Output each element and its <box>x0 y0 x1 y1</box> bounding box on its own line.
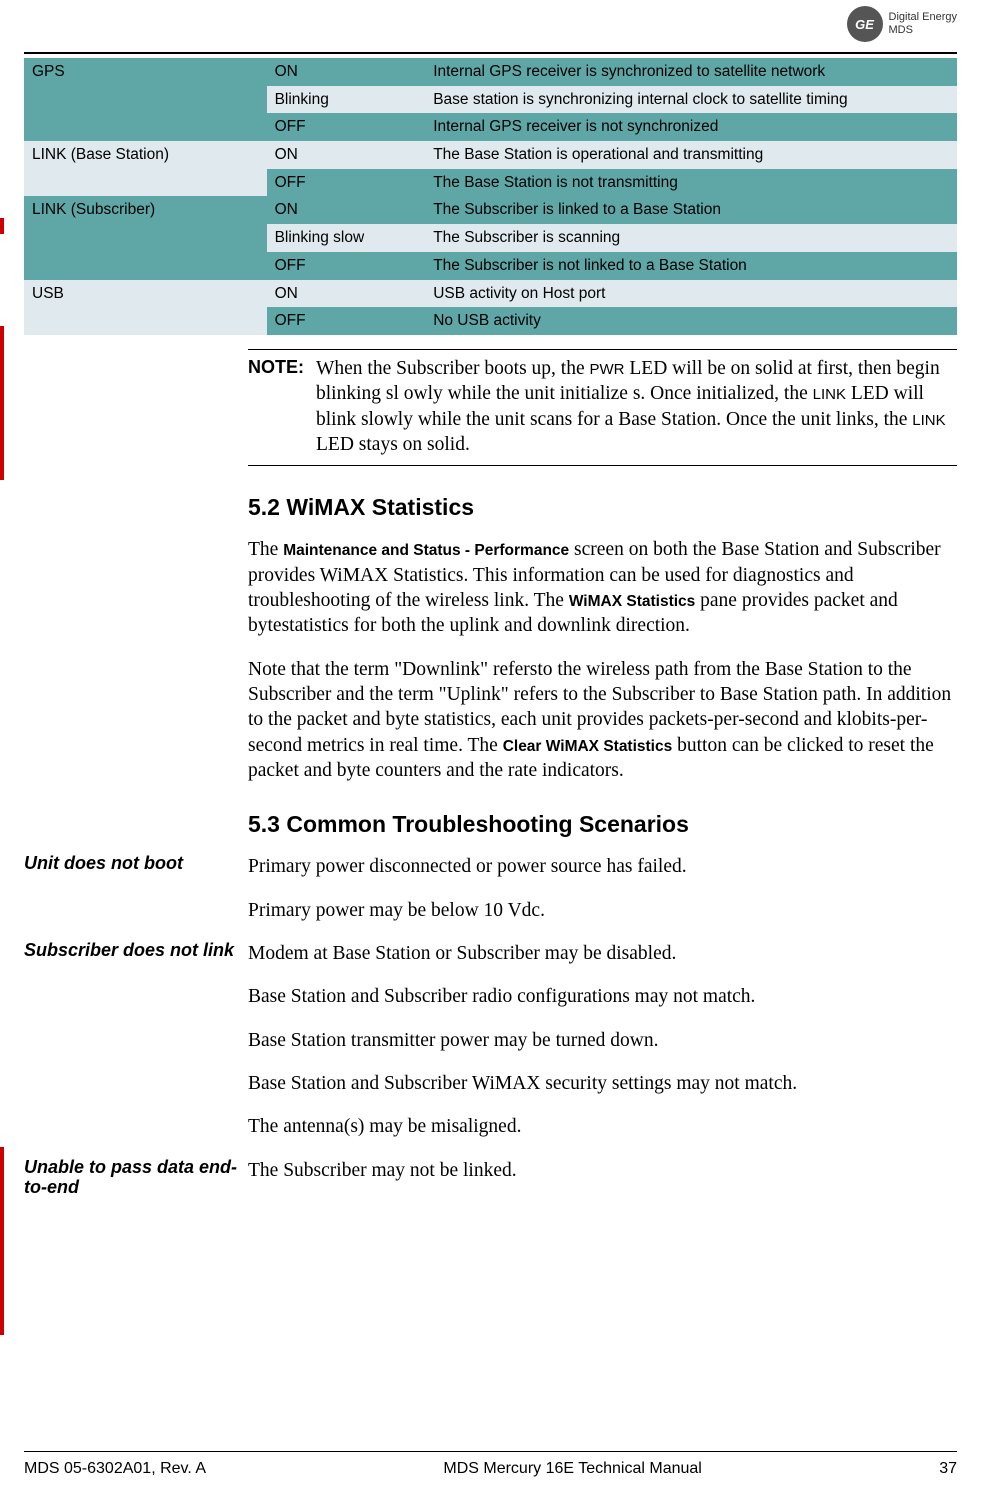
note-link2: LINK <box>912 412 945 429</box>
revision-bar <box>0 1147 4 1335</box>
table-row: OFFInternal GPS receiver is not synchron… <box>24 113 957 141</box>
p2b: Clear WiMAX Statistics <box>503 738 673 755</box>
scenario-item: Base Station transmitter power may be tu… <box>248 1028 797 1053</box>
note-block: NOTE: When the Subscriber boots up, the … <box>248 349 957 466</box>
p1a: The <box>248 539 283 560</box>
revision-bar <box>0 326 4 480</box>
table-cell <box>24 86 267 114</box>
scenario-item: Base Station and Subscriber WiMAX securi… <box>248 1071 797 1096</box>
table-cell: OFF <box>267 169 426 197</box>
table-cell: The Base Station is not transmitting <box>425 169 957 197</box>
scenario-label: Unable to pass data end-to-end <box>24 1158 248 1198</box>
troubleshooting-scenario: Subscriber does not linkModem at Base St… <box>24 941 957 1140</box>
table-cell <box>24 224 267 252</box>
table-cell: The Subscriber is scanning <box>425 224 957 252</box>
table-cell <box>24 252 267 280</box>
table-cell: Blinking <box>267 86 426 114</box>
note-text-pre: When the Subscriber boots up, the <box>316 358 590 379</box>
brand-logo: GE Digital Energy MDS <box>847 6 957 42</box>
heading-5-2: 5.2 WiMAX Statistics <box>248 494 957 521</box>
note-pwr: PWR <box>590 361 625 378</box>
troubleshooting-scenario: Unable to pass data end-to-endThe Subscr… <box>24 1158 957 1198</box>
table-cell: LINK (Subscriber) <box>24 196 267 224</box>
table-cell: USB <box>24 280 267 308</box>
table-row: GPSONInternal GPS receiver is synchroniz… <box>24 58 957 86</box>
table-cell: USB activity on Host port <box>425 280 957 308</box>
table-cell: The Base Station is operational and tran… <box>425 141 957 169</box>
note-top-rule <box>248 349 957 350</box>
table-row: OFFThe Base Station is not transmitting <box>24 169 957 197</box>
table-row: LINK (Base Station)ONThe Base Station is… <box>24 141 957 169</box>
note-bottom-rule <box>248 465 957 466</box>
scenario-item: The Subscriber may not be linked. <box>248 1158 517 1183</box>
table-row: OFFNo USB activity <box>24 307 957 335</box>
table-row: USBONUSB activity on Host port <box>24 280 957 308</box>
table-row: BlinkingBase station is synchronizing in… <box>24 86 957 114</box>
header-rule <box>24 52 957 54</box>
table-cell: OFF <box>267 307 426 335</box>
table-cell: Blinking slow <box>267 224 426 252</box>
scenario-item: Primary power disconnected or power sour… <box>248 854 687 879</box>
scenario-item: Modem at Base Station or Subscriber may … <box>248 941 797 966</box>
scenario-body: The Subscriber may not be linked. <box>248 1158 517 1198</box>
para-5-2-2: Note that the term "Downlink" refersto t… <box>248 657 957 784</box>
table-cell: OFF <box>267 252 426 280</box>
table-row: OFFThe Subscriber is not linked to a Bas… <box>24 252 957 280</box>
table-cell <box>24 169 267 197</box>
table-cell: No USB activity <box>425 307 957 335</box>
table-cell: Internal GPS receiver is synchronized to… <box>425 58 957 86</box>
footer-right: 37 <box>939 1460 957 1478</box>
note-body: When the Subscriber boots up, the PWR LE… <box>316 356 957 457</box>
table-cell <box>24 113 267 141</box>
logo-text: Digital Energy MDS <box>889 11 957 37</box>
scenario-body: Primary power disconnected or power sour… <box>248 854 687 923</box>
scenario-item: Base Station and Subscriber radio config… <box>248 984 797 1009</box>
table-cell: The Subscriber is linked to a Base Stati… <box>425 196 957 224</box>
scenario-label: Subscriber does not link <box>24 941 248 1140</box>
page-footer: MDS 05-6302A01, Rev. A MDS Mercury 16E T… <box>24 1451 957 1478</box>
led-status-table: GPSONInternal GPS receiver is synchroniz… <box>24 58 957 335</box>
logo-line1: Digital Energy <box>889 11 957 24</box>
para-5-2-1: The Maintenance and Status - Performance… <box>248 537 957 638</box>
note-label: NOTE: <box>248 356 304 457</box>
p1b: Maintenance and Status - Performance <box>283 542 569 559</box>
footer-left: MDS 05-6302A01, Rev. A <box>24 1460 206 1478</box>
scenario-item: The antenna(s) may be misaligned. <box>248 1114 797 1139</box>
scenario-body: Modem at Base Station or Subscriber may … <box>248 941 797 1140</box>
ge-monogram-icon: GE <box>847 6 883 42</box>
troubleshooting-scenario: Unit does not bootPrimary power disconne… <box>24 854 957 923</box>
table-cell: LINK (Base Station) <box>24 141 267 169</box>
scenario-item: Primary power may be below 10 Vdc. <box>248 898 687 923</box>
p1d: WiMAX Statistics <box>569 593 695 610</box>
table-cell: Internal GPS receiver is not synchronize… <box>425 113 957 141</box>
table-cell: OFF <box>267 113 426 141</box>
table-cell <box>24 307 267 335</box>
table-row: LINK (Subscriber)ONThe Subscriber is lin… <box>24 196 957 224</box>
table-cell: Base station is synchronizing internal c… <box>425 86 957 114</box>
table-cell: ON <box>267 196 426 224</box>
revision-bar <box>0 218 4 234</box>
table-cell: ON <box>267 280 426 308</box>
scenario-label: Unit does not boot <box>24 854 248 923</box>
table-cell: The Subscriber is not linked to a Base S… <box>425 252 957 280</box>
heading-5-3: 5.3 Common Troubleshooting Scenarios <box>248 811 957 838</box>
note-text-end: LED stays on solid. <box>316 434 470 455</box>
logo-line2: MDS <box>889 24 957 37</box>
footer-center: MDS Mercury 16E Technical Manual <box>443 1460 701 1478</box>
note-link1: LINK <box>813 386 846 403</box>
table-cell: ON <box>267 58 426 86</box>
table-cell: GPS <box>24 58 267 86</box>
table-cell: ON <box>267 141 426 169</box>
table-row: Blinking slowThe Subscriber is scanning <box>24 224 957 252</box>
